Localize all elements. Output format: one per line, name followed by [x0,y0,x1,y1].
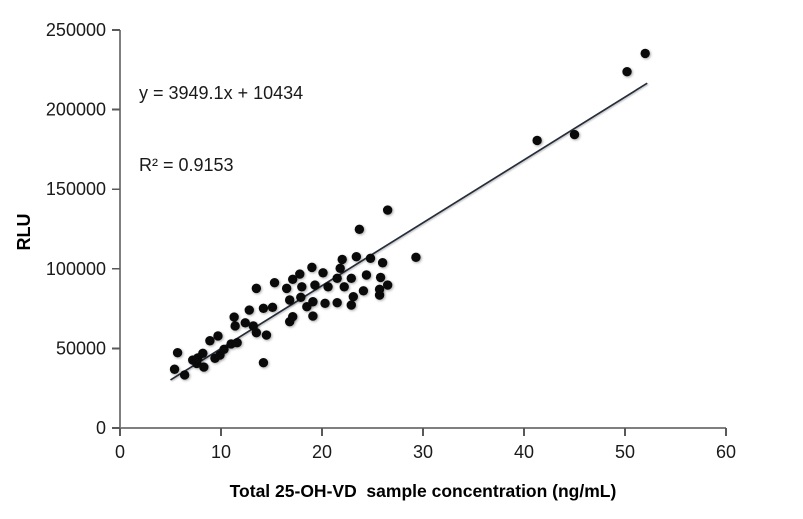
data-point [339,282,349,292]
y-axis-title: RLU [14,213,34,251]
data-point [308,297,318,307]
data-point [288,274,298,285]
data-point [199,362,209,372]
data-point [179,370,190,380]
data-point [244,305,254,315]
data-point [358,286,369,296]
data-point [374,284,385,295]
data-point [251,283,262,294]
data-point [335,263,345,274]
data-point [205,336,215,346]
trendline-equation: y = 3949.1x + 10434 [139,83,304,103]
x-axis-title: Total 25-OH-VD sample concentration (ng/… [229,481,617,501]
trendline-annotation: y = 3949.1x + 10434 R² = 0.9153 [139,33,303,225]
data-point [346,300,356,310]
y-tick-label: 250000 [46,20,106,40]
data-point [269,277,280,288]
r-squared-value: R² = 0.9153 [139,155,234,175]
data-point [229,312,239,322]
data-point [281,283,292,294]
data-point [295,269,305,279]
data-point [382,280,393,290]
trendline [170,82,648,381]
data-point [284,295,295,305]
data-point [267,302,278,313]
data-point [640,48,650,59]
data-point [296,292,306,302]
data-point [258,303,269,313]
data-point [375,272,386,283]
data-point [251,327,262,338]
data-point [351,252,362,262]
data-point [213,331,223,341]
x-tick-label: 50 [615,442,635,462]
data-point [308,311,318,321]
data-point [198,348,208,359]
y-tick-label: 0 [96,418,106,438]
data-point [219,344,229,355]
data-point [320,298,330,309]
x-tick-label: 10 [211,442,231,462]
data-point [377,258,388,268]
data-point [169,364,180,374]
data-point [337,254,347,265]
data-point [354,224,365,235]
x-tick-label: 0 [115,442,125,462]
data-point [411,252,421,263]
data-point [365,253,376,263]
x-tick-label: 30 [413,442,433,462]
data-point [240,318,250,328]
data-point [332,298,342,308]
data-point [232,337,242,348]
data-point [361,270,372,280]
data-point [532,135,542,146]
data-point [569,129,580,140]
data-point [348,291,359,302]
x-tick-label: 20 [312,442,332,462]
data-point [310,280,320,290]
data-point [297,282,307,292]
data-point [382,205,393,215]
data-point [172,347,183,358]
x-tick-label: 40 [514,442,534,462]
data-point [622,67,632,77]
data-point [288,312,298,322]
data-point [230,321,240,331]
data-point [323,282,333,292]
data-point [346,273,356,284]
y-tick-label: 100000 [46,259,106,279]
y-tick-label: 50000 [56,338,106,358]
y-tick-label: 200000 [46,100,106,120]
data-point [258,358,269,368]
data-point [332,273,342,284]
data-point [318,268,328,278]
data-point [307,262,317,273]
x-tick-label: 60 [716,442,736,462]
data-point [261,330,272,340]
y-tick-label: 150000 [46,179,106,199]
